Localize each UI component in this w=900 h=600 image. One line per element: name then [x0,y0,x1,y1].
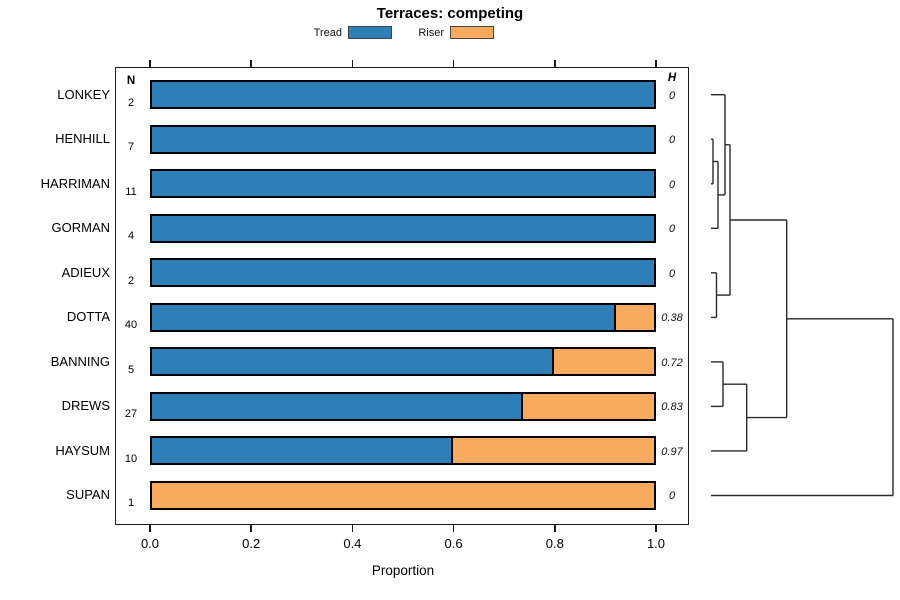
bar-row-stacked [150,347,656,377]
bar-row [150,124,656,154]
bar-row [150,258,656,288]
n-value: 2 [127,96,135,109]
row-label: DOTTA [66,309,110,325]
top-tick [655,60,657,67]
bottom-tick [554,525,556,532]
bar-row-stacked [150,302,656,332]
bar-row-stacked [150,391,656,421]
row-label: BANNING [50,353,110,369]
n-value: 7 [127,141,135,154]
h-value: 0.72 [661,356,683,369]
row-label: DREWS [61,398,110,414]
h-value: 0 [668,178,676,191]
bar-segment-tread [152,304,617,330]
n-value: 11 [125,185,137,198]
bottom-tick [149,525,151,532]
row-label: HAYSUM [55,442,110,458]
row-label: HENHILL [55,131,110,147]
n-value: 1 [127,497,135,510]
h-column-header: H [667,72,677,84]
bar-segment-tread [152,126,654,152]
bottom-tick [250,525,252,532]
bar-segment-tread [152,393,524,419]
legend-label-tread: Tread [313,27,342,39]
row-label: SUPAN [66,487,110,503]
row-label: ADIEUX [61,264,110,280]
bar-segment-tread [152,349,554,375]
bar-row [150,213,656,243]
bottom-tick [452,525,455,532]
row-label: LONKEY [57,86,110,102]
bar-segment-tread [152,438,454,464]
bar-row-stacked [150,436,656,466]
bar-row [150,480,656,510]
row-label: HARRIMAN [40,175,110,191]
top-tick [452,60,455,67]
n-value: 5 [127,363,135,376]
top-tick [250,60,252,67]
x-axis-title: Proportion [371,563,435,578]
h-value: 0 [668,223,676,236]
bar-segment-tread [152,260,654,286]
bar-row [150,80,656,110]
x-tick-label: 0.8 [545,536,564,551]
row-label: GORMAN [51,220,111,236]
x-tick-label: 0.2 [242,536,261,551]
x-tick-label: 0.4 [343,536,362,551]
n-column-header: N [126,75,136,87]
bottom-tick [655,525,657,532]
x-tick-label: 0.6 [444,536,463,551]
bottom-tick [351,525,354,532]
n-value: 40 [124,319,138,332]
legend-swatch-tread-icon [348,26,392,39]
h-value: 0 [668,267,676,280]
h-value: 0.38 [661,312,683,325]
bar-segment-tread [152,171,654,197]
h-value: 0 [668,490,676,503]
bar-segment-tread [152,215,654,241]
n-value: 4 [127,230,135,243]
x-tick-label: 1.0 [646,536,666,551]
h-value: 0.97 [661,445,683,458]
bar-segment-tread [152,82,654,108]
top-tick [149,60,151,67]
top-tick [554,60,556,67]
n-value: 10 [124,452,138,465]
legend-swatch-riser-icon [450,26,494,39]
h-value: 0.83 [661,401,683,414]
top-tick [351,60,354,67]
n-value: 2 [127,274,135,287]
legend-label-riser: Riser [418,27,444,39]
bar-row [150,169,656,199]
h-value: 0 [668,89,676,102]
h-value: 0 [668,134,676,147]
x-tick-label: 0.0 [140,536,160,551]
n-value: 27 [124,408,138,421]
chart-title: Terraces: competing [376,5,524,22]
plot-frame [115,67,689,525]
